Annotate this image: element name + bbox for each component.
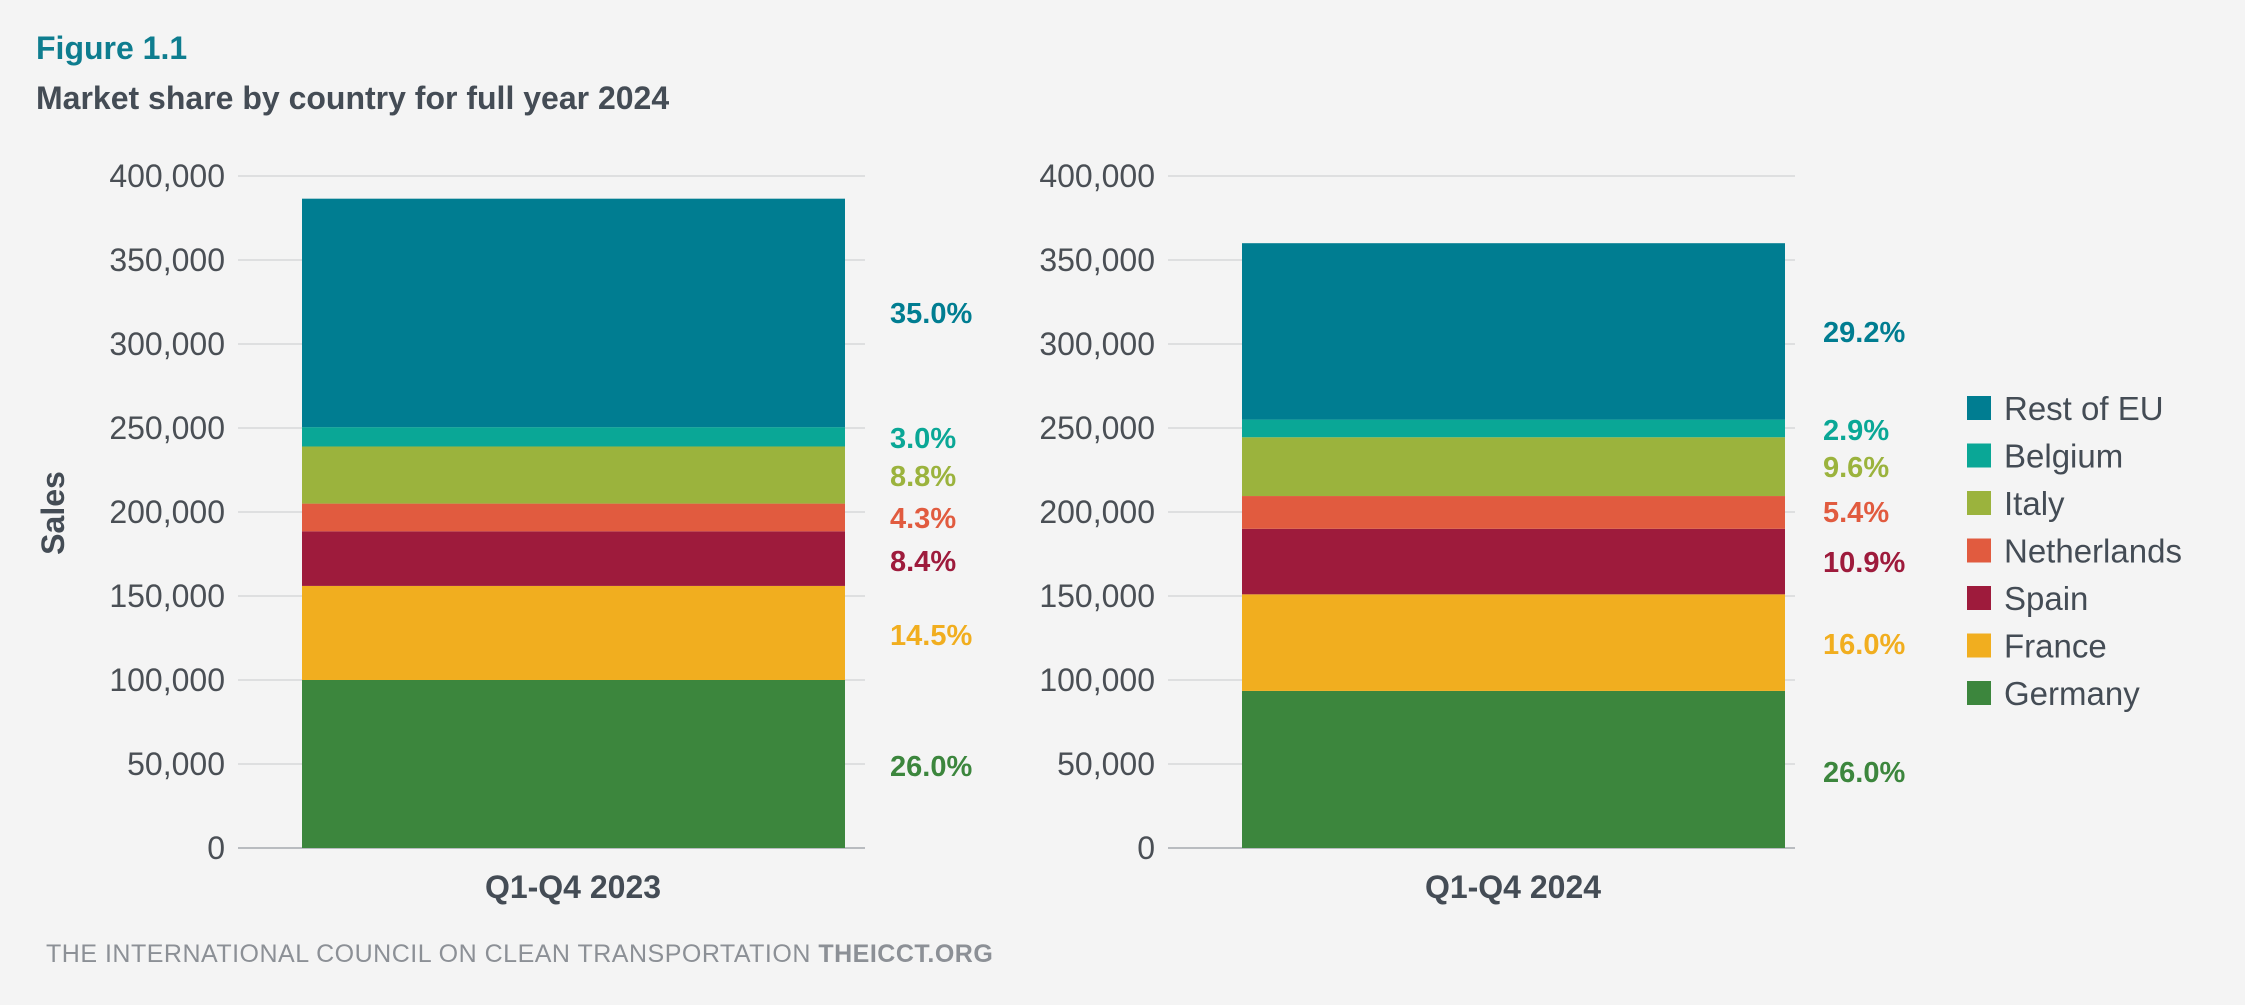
x-category-label: Q1-Q4 2023 (485, 869, 661, 905)
y-tick-label: 400,000 (1039, 158, 1155, 194)
y-tick-label: 400,000 (109, 158, 225, 194)
legend-swatch (1967, 586, 1991, 610)
data-label-italy: 9.6% (1823, 452, 1889, 484)
bar-segment-italy (1242, 437, 1785, 497)
legend-label: Italy (2004, 485, 2065, 522)
bar-segment-italy (302, 446, 845, 504)
legend-label: Netherlands (2004, 533, 2182, 570)
bar-segment-france (1242, 594, 1785, 691)
data-label-italy: 8.8% (890, 461, 956, 493)
y-tick-label: 150,000 (109, 578, 225, 614)
y-tick-label: 250,000 (109, 410, 225, 446)
legend-label: Rest of EU (2004, 390, 2164, 427)
bar-segment-germany (1242, 690, 1785, 848)
data-label-spain: 8.4% (890, 546, 956, 578)
bar-segment-france (302, 585, 845, 680)
data-label-rest-of-eu: 29.2% (1823, 317, 1905, 349)
legend-label: Belgium (2004, 438, 2123, 475)
y-tick-label: 100,000 (109, 662, 225, 698)
y-tick-label: 50,000 (127, 746, 225, 782)
y-tick-label: 300,000 (1039, 326, 1155, 362)
y-tick-label: 100,000 (1039, 662, 1155, 698)
data-label-rest-of-eu: 35.0% (890, 298, 972, 330)
bar-segment-germany (302, 680, 845, 848)
data-label-belgium: 3.0% (890, 423, 956, 455)
y-tick-label: 350,000 (1039, 242, 1155, 278)
bar-segment-spain (1242, 528, 1785, 595)
legend-swatch (1967, 538, 1991, 563)
bar-segment-netherlands (1242, 496, 1785, 529)
legend-swatch (1967, 491, 1991, 515)
y-tick-label: 50,000 (1057, 746, 1155, 782)
legend-swatch (1967, 633, 1991, 658)
y-tick-label: 350,000 (109, 242, 225, 278)
y-axis-label: Sales (35, 471, 71, 555)
data-label-netherlands: 4.3% (890, 503, 956, 535)
data-label-spain: 10.9% (1823, 547, 1905, 579)
bar-segment-rest-of-eu (302, 198, 845, 428)
footer-site: THEICCT.ORG (818, 940, 994, 968)
data-label-belgium: 2.9% (1823, 415, 1889, 447)
x-category-label: Q1-Q4 2024 (1425, 869, 1601, 905)
y-tick-label: 150,000 (1039, 578, 1155, 614)
bar-segment-netherlands (302, 503, 845, 532)
data-label-france: 16.0% (1823, 629, 1905, 661)
legend-swatch (1967, 681, 1991, 705)
legend-label: Spain (2004, 580, 2088, 617)
y-tick-label: 250,000 (1039, 410, 1155, 446)
data-label-netherlands: 5.4% (1823, 497, 1889, 529)
figure-label: Figure 1.1 (36, 30, 188, 66)
y-tick-label: 0 (1137, 830, 1155, 866)
footer: THE INTERNATIONAL COUNCIL ON CLEAN TRANS… (46, 940, 993, 969)
legend-label: Germany (2004, 675, 2140, 712)
y-tick-label: 300,000 (109, 326, 225, 362)
bar-segment-belgium (302, 427, 845, 447)
y-tick-label: 200,000 (1039, 494, 1155, 530)
footer-org: THE INTERNATIONAL COUNCIL ON CLEAN TRANS… (46, 940, 811, 968)
y-tick-label: 200,000 (109, 494, 225, 530)
legend-swatch (1967, 443, 1991, 468)
legend-swatch (1967, 396, 1991, 420)
chart-title: Market share by country for full year 20… (36, 80, 670, 116)
data-label-france: 14.5% (890, 620, 972, 652)
data-label-germany: 26.0% (890, 751, 972, 783)
y-tick-label: 0 (207, 830, 225, 866)
legend-label: France (2004, 628, 2107, 665)
bar-segment-belgium (1242, 419, 1785, 438)
bar-segment-rest-of-eu (1242, 243, 1785, 420)
data-label-germany: 26.0% (1823, 757, 1905, 789)
bar-segment-spain (302, 531, 845, 586)
